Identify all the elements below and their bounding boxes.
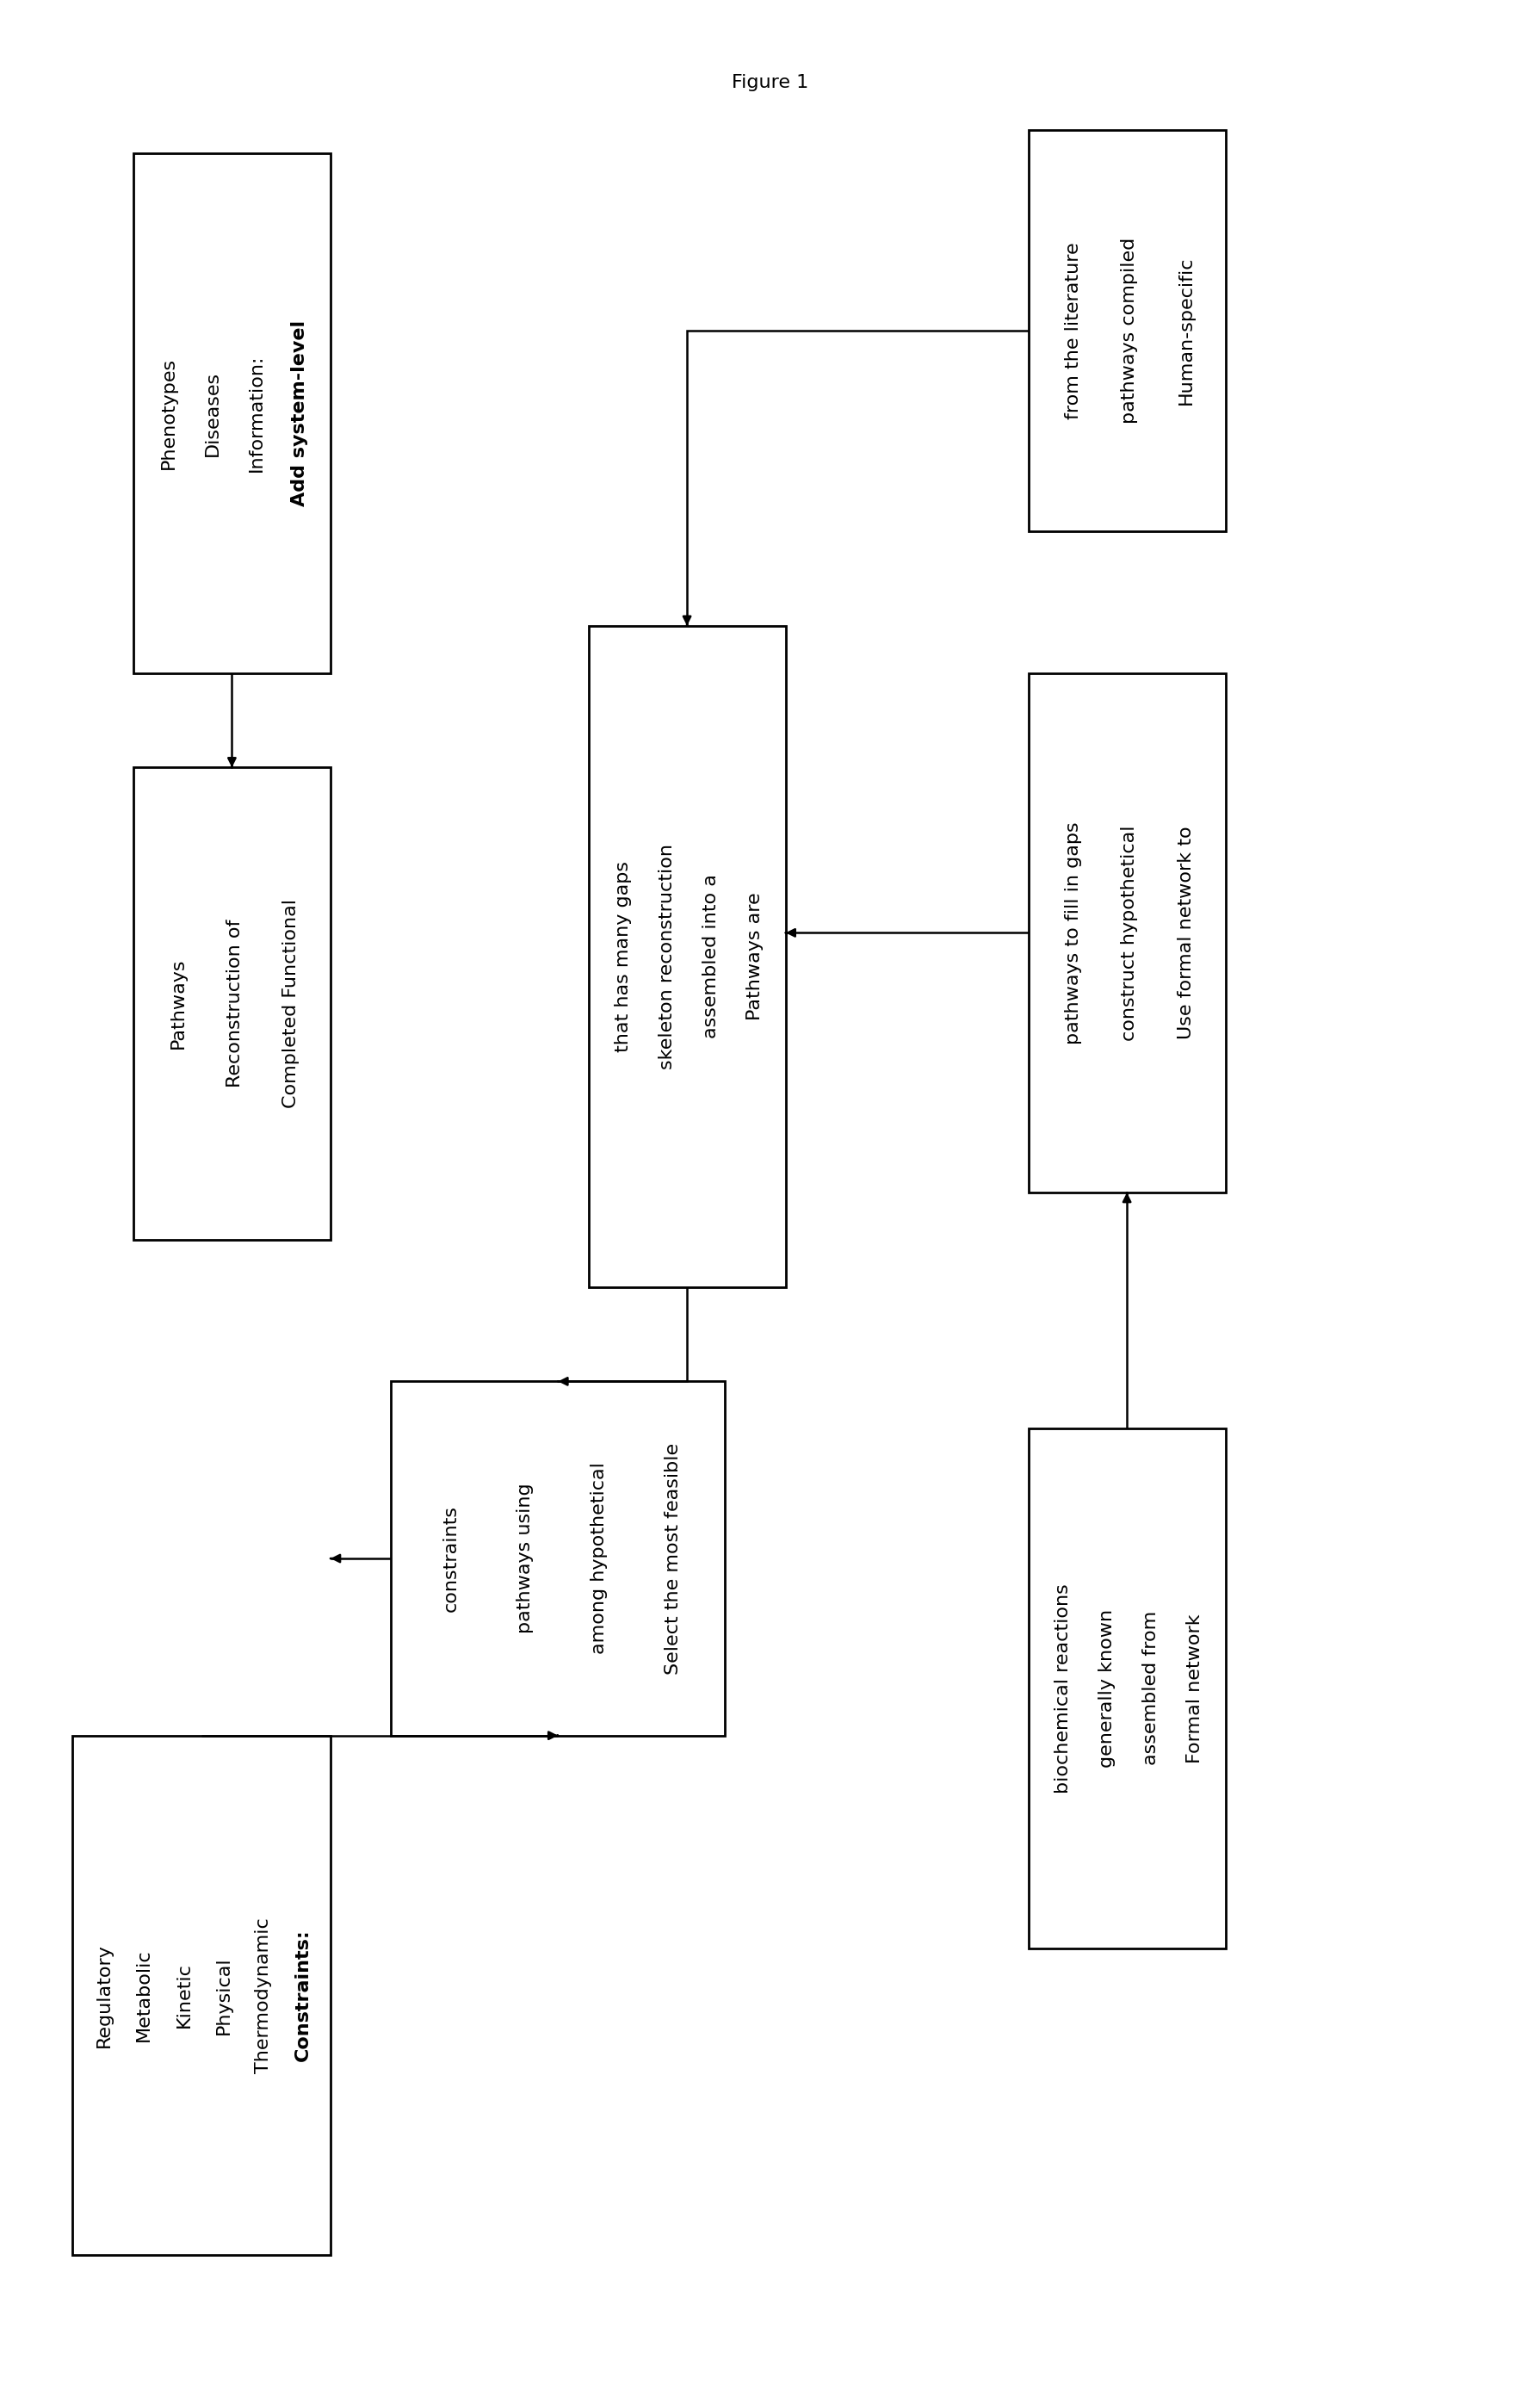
Text: assembled from: assembled from [1141, 1612, 1160, 1765]
Text: Reconstruction of: Reconstruction of [226, 921, 243, 1088]
Text: Use formal network to: Use formal network to [1177, 825, 1194, 1040]
Text: Kinetic: Kinetic [176, 1963, 192, 2027]
Text: constraints: constraints [442, 1505, 459, 1612]
Bar [1027, 1429, 1224, 1949]
Text: Metabolic: Metabolic [136, 1949, 152, 2042]
Text: Diseases: Diseases [203, 370, 220, 456]
Text: among hypothetical: among hypothetical [590, 1462, 607, 1655]
Text: Completed Functional: Completed Functional [282, 899, 299, 1109]
Text: that has many gaps: that has many gaps [614, 861, 631, 1052]
Text: Select the most feasible: Select the most feasible [664, 1443, 681, 1674]
Text: pathways compiled: pathways compiled [1121, 238, 1138, 425]
Bar [391, 1381, 724, 1736]
Text: Constraints:: Constraints: [294, 1929, 311, 2061]
Text: Pathways: Pathways [169, 959, 186, 1049]
Text: construct hypothetical: construct hypothetical [1121, 825, 1138, 1040]
Text: Thermodynamic: Thermodynamic [254, 1918, 271, 2073]
Text: assembled into a: assembled into a [702, 875, 719, 1037]
Text: Phenotypes: Phenotypes [160, 358, 177, 470]
Text: Figure 1: Figure 1 [732, 74, 808, 91]
Text: Human-specific: Human-specific [1177, 258, 1194, 405]
Bar [588, 625, 785, 1288]
Text: skeleton reconstruction: skeleton reconstruction [658, 844, 676, 1068]
Bar [1027, 131, 1224, 532]
Text: Regulatory: Regulatory [95, 1944, 112, 2046]
Text: Pathways are: Pathways are [745, 892, 764, 1021]
Text: biochemical reactions: biochemical reactions [1055, 1584, 1072, 1794]
Text: Physical: Physical [214, 1956, 233, 2034]
Text: from the literature: from the literature [1064, 243, 1081, 420]
Text: Formal network: Formal network [1186, 1615, 1203, 1763]
Text: pathways to fill in gaps: pathways to fill in gaps [1064, 820, 1081, 1045]
Text: generally known: generally known [1098, 1610, 1115, 1767]
Bar [72, 1736, 331, 2254]
Bar [1027, 673, 1224, 1192]
Text: Add system-level: Add system-level [291, 320, 308, 506]
Bar [134, 153, 331, 673]
Text: Information:: Information: [248, 355, 265, 472]
Bar [134, 768, 331, 1240]
Text: pathways using: pathways using [516, 1483, 533, 1634]
